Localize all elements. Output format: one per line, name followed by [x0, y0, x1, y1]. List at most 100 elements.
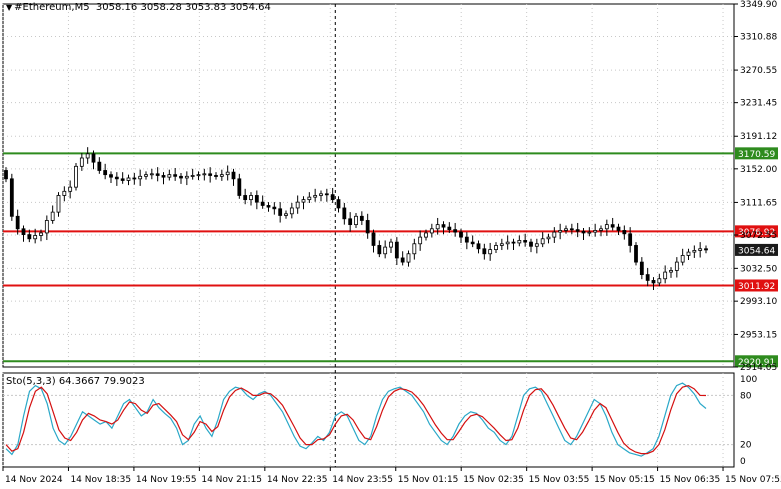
- candle-body: [564, 228, 568, 231]
- candle-body: [202, 173, 207, 176]
- candle-body: [552, 231, 557, 238]
- price-tick-label: 3270.55: [740, 66, 777, 76]
- candle-body: [453, 229, 458, 233]
- oscillator-tick-label: 80: [740, 391, 752, 401]
- candle-body: [394, 241, 399, 259]
- candle-body: [149, 173, 154, 176]
- candle-body: [400, 257, 405, 263]
- candle-body: [569, 228, 574, 231]
- candle-body: [44, 220, 49, 234]
- candle-body: [517, 240, 522, 244]
- oscillator-tick-label: 0: [740, 457, 746, 467]
- candle-body: [534, 243, 539, 247]
- candle-body: [79, 157, 84, 167]
- candle-body: [645, 274, 650, 281]
- time-tick-label: 14 Nov 21:15: [201, 475, 262, 485]
- candle-body: [50, 211, 55, 221]
- candle-body: [418, 236, 423, 245]
- candle-body: [295, 201, 300, 209]
- level-tag: [735, 355, 778, 368]
- candle-body: [21, 228, 26, 236]
- time-tick-label: 15 Nov 06:35: [660, 475, 721, 485]
- candle-body: [628, 233, 633, 246]
- candle-body: [278, 208, 283, 216]
- candle-body: [190, 175, 195, 177]
- ohlc-values: 3058.16 3058.28 3053.83 3054.64: [95, 2, 271, 13]
- time-tick-label: 14 Nov 2024: [5, 475, 63, 485]
- candle-body: [634, 245, 638, 263]
- price-tick-label: 2914.05: [740, 363, 777, 373]
- candle-body: [657, 278, 662, 284]
- candle-body: [698, 248, 703, 251]
- price-tick-label: 3072.55: [740, 231, 777, 241]
- candle-body: [97, 161, 102, 171]
- stochastic-signal-line: [5, 384, 707, 455]
- candle-body: [237, 178, 242, 196]
- candle-body: [161, 175, 166, 178]
- candle-body: [284, 213, 288, 216]
- candle-body: [260, 201, 265, 206]
- time-tick-label: 15 Nov 02:35: [463, 475, 524, 485]
- candle-body: [109, 174, 113, 178]
- candle-body: [330, 194, 335, 201]
- candle-body: [389, 241, 393, 248]
- candle-body: [91, 153, 96, 163]
- candle-body: [610, 224, 615, 228]
- candle-body: [604, 224, 609, 230]
- candle-body: [383, 246, 388, 255]
- candle-body: [254, 195, 259, 203]
- candle-body: [4, 170, 8, 180]
- time-tick-label: 15 Nov 07:55: [725, 475, 781, 485]
- candle-body: [575, 229, 580, 232]
- candle-body: [686, 251, 691, 256]
- candle-body: [371, 232, 376, 246]
- level-tag: [735, 279, 778, 292]
- time-tick-label: 14 Nov 23:55: [332, 475, 393, 485]
- candle-body: [56, 195, 61, 213]
- candle-body: [412, 243, 417, 255]
- candle-body: [289, 207, 294, 215]
- candle-body: [132, 177, 137, 180]
- candle-body: [499, 243, 504, 246]
- candle-body: [219, 174, 224, 177]
- oscillator-tick-label: 100: [740, 375, 757, 385]
- candle-body: [406, 253, 411, 263]
- time-tick-label: 14 Nov 22:35: [267, 475, 328, 485]
- time-tick-label: 14 Nov 19:55: [136, 475, 197, 485]
- candle-body: [324, 193, 329, 196]
- main-pane-frame: [2, 3, 735, 368]
- candle-body: [435, 224, 440, 230]
- oscillator-tick-label: 20: [740, 441, 752, 451]
- candle-body: [429, 228, 434, 234]
- candle-body: [523, 240, 528, 243]
- candle-body: [196, 174, 201, 177]
- oscillator-pane-frame: [2, 372, 735, 468]
- candle-body: [33, 235, 38, 240]
- candle-body: [15, 215, 20, 230]
- candle-body: [365, 220, 370, 234]
- chart-title: ▼ #Ethereum,M5 3058.16 3058.28 3053.83 30…: [6, 2, 271, 13]
- candle-body: [476, 243, 481, 250]
- price-tick-label: 2993.10: [740, 297, 777, 307]
- candle-body: [342, 207, 347, 220]
- oscillator-title: Sto(5,3,3) 64.3667 79.9023: [6, 376, 145, 387]
- candle-body: [243, 195, 248, 201]
- level-tag-label: 3170.59: [738, 150, 775, 160]
- candle-body: [126, 177, 131, 181]
- candle-body: [27, 234, 32, 240]
- candle-body: [313, 195, 318, 198]
- candle-body: [214, 175, 218, 177]
- price-tick-label: 3152.00: [740, 165, 777, 175]
- candle-body: [639, 261, 644, 275]
- current-price-label: 3054.64: [738, 246, 775, 256]
- candle-body: [155, 173, 160, 176]
- candle-body: [301, 199, 306, 203]
- candle-body: [74, 165, 78, 188]
- time-tick-label: 15 Nov 03:55: [529, 475, 590, 485]
- candle-body: [651, 280, 656, 284]
- candle-body: [581, 230, 586, 234]
- collapse-arrow-icon[interactable]: ▼: [6, 3, 13, 12]
- candle-body: [359, 215, 364, 221]
- candle-body: [674, 261, 679, 271]
